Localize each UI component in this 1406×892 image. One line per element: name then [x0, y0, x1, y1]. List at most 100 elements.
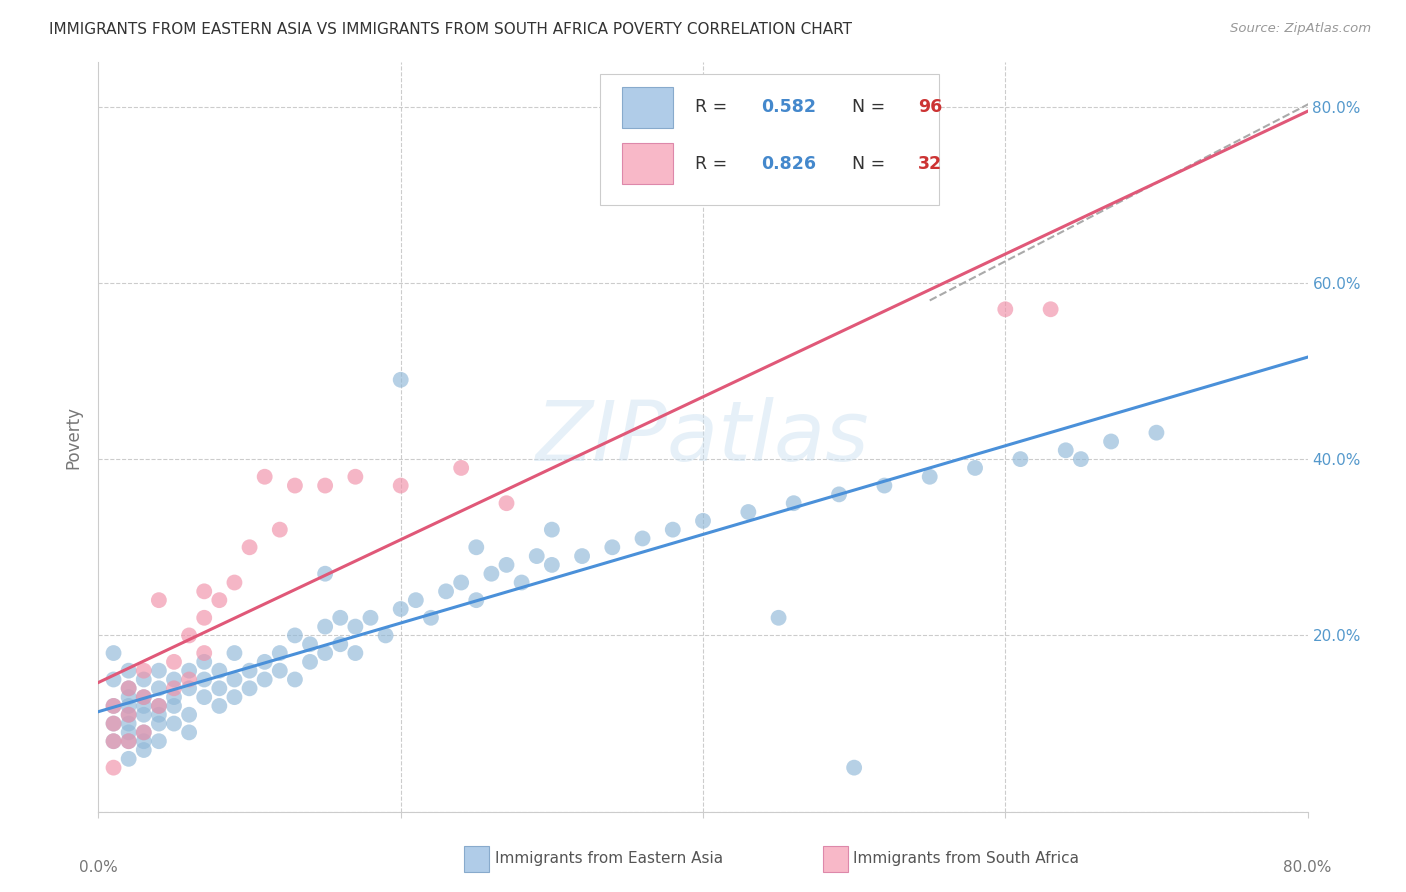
Point	[118, 664, 141, 678]
Point	[132, 698, 155, 713]
Point	[269, 664, 291, 678]
Point	[118, 690, 141, 705]
Text: ZIPatlas: ZIPatlas	[536, 397, 870, 477]
Point	[783, 496, 806, 510]
Point	[299, 655, 322, 669]
Point	[737, 505, 759, 519]
Point	[193, 690, 215, 705]
Point	[118, 707, 141, 722]
Point	[918, 469, 941, 483]
Text: N =: N =	[852, 98, 890, 116]
Point	[434, 584, 457, 599]
Point	[602, 541, 624, 555]
Point	[163, 673, 186, 687]
Point	[179, 673, 201, 687]
Text: 96: 96	[918, 98, 942, 116]
Point	[148, 734, 170, 748]
Text: 0.0%: 0.0%	[79, 860, 118, 875]
Point	[314, 619, 336, 633]
FancyBboxPatch shape	[621, 143, 672, 185]
Point	[873, 478, 896, 492]
Point	[465, 593, 488, 607]
Point	[208, 681, 231, 696]
Point	[103, 734, 125, 748]
Point	[224, 690, 246, 705]
Point	[103, 673, 125, 687]
Point	[148, 681, 170, 696]
Point	[132, 690, 155, 705]
Point	[103, 646, 125, 660]
Point	[389, 373, 412, 387]
Point	[692, 514, 714, 528]
Point	[344, 469, 367, 483]
Text: R =: R =	[695, 98, 733, 116]
Point	[828, 487, 851, 501]
Point	[314, 646, 336, 660]
Point	[132, 690, 155, 705]
Point	[526, 549, 548, 563]
Point	[118, 734, 141, 748]
Point	[132, 707, 155, 722]
Point	[495, 496, 517, 510]
Point	[314, 478, 336, 492]
Point	[239, 681, 262, 696]
Point	[994, 302, 1017, 317]
Point	[132, 664, 155, 678]
Point	[661, 523, 683, 537]
Point	[132, 673, 155, 687]
Point	[269, 523, 291, 537]
Point	[1070, 452, 1092, 467]
Point	[723, 161, 745, 176]
Text: 32: 32	[918, 154, 942, 172]
Point	[132, 725, 155, 739]
Point	[253, 469, 276, 483]
Point	[481, 566, 503, 581]
Point	[179, 628, 201, 642]
Point	[163, 690, 186, 705]
FancyBboxPatch shape	[600, 74, 939, 205]
Text: R =: R =	[695, 154, 733, 172]
Text: 0.582: 0.582	[761, 98, 815, 116]
Point	[179, 725, 201, 739]
Point	[284, 628, 307, 642]
Point	[450, 575, 472, 590]
Point	[239, 664, 262, 678]
Point	[1054, 443, 1077, 458]
Point	[132, 743, 155, 757]
Point	[103, 734, 125, 748]
Point	[510, 575, 533, 590]
Point	[148, 664, 170, 678]
Point	[148, 698, 170, 713]
Point	[118, 681, 141, 696]
Point	[103, 716, 125, 731]
Point	[844, 761, 866, 775]
Point	[118, 734, 141, 748]
Point	[253, 673, 276, 687]
Point	[1144, 425, 1167, 440]
Point	[374, 628, 396, 642]
Point	[103, 716, 125, 731]
Point	[253, 655, 276, 669]
Point	[329, 637, 352, 651]
Point	[389, 602, 412, 616]
Point	[118, 707, 141, 722]
Point	[495, 558, 517, 572]
Point	[148, 716, 170, 731]
FancyBboxPatch shape	[621, 87, 672, 128]
Point	[179, 707, 201, 722]
Point	[299, 637, 322, 651]
Point	[193, 611, 215, 625]
Point	[360, 611, 382, 625]
Point	[269, 646, 291, 660]
Point	[768, 611, 790, 625]
Text: N =: N =	[852, 154, 890, 172]
Point	[163, 716, 186, 731]
Point	[163, 655, 186, 669]
Point	[148, 707, 170, 722]
Point	[1099, 434, 1122, 449]
Text: IMMIGRANTS FROM EASTERN ASIA VS IMMIGRANTS FROM SOUTH AFRICA POVERTY CORRELATION: IMMIGRANTS FROM EASTERN ASIA VS IMMIGRAN…	[49, 22, 852, 37]
Point	[118, 698, 141, 713]
Point	[314, 566, 336, 581]
Point	[179, 681, 201, 696]
Point	[118, 725, 141, 739]
